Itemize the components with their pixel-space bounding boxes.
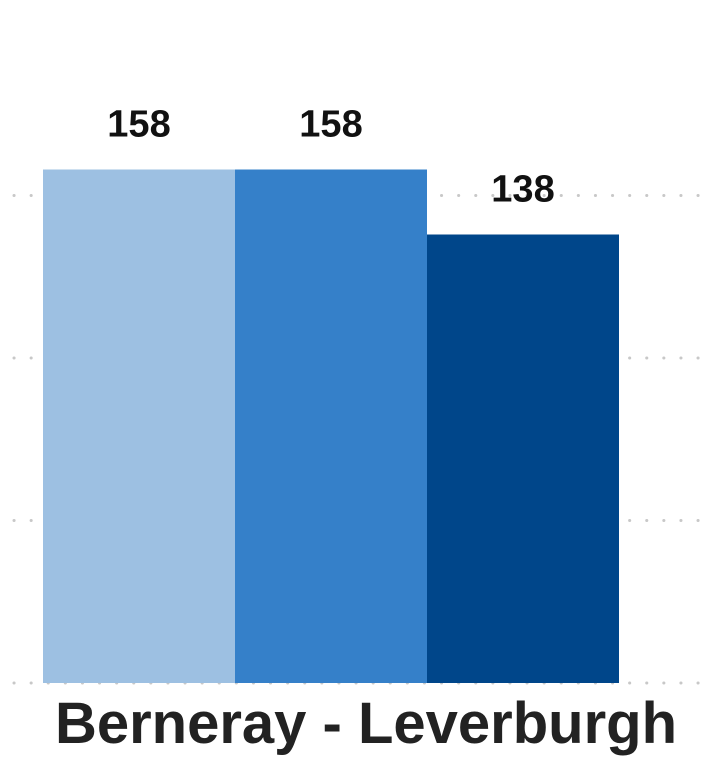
data-label-2: 158 [299,104,362,146]
bar-1 [43,169,235,683]
bar-2 [235,169,427,683]
data-label-1: 158 [107,104,170,146]
category-label-0: Berneray - Leverburgh [55,691,677,756]
category-axis: Berneray - Leverburgh [55,691,677,756]
bars [43,169,619,683]
bar-3 [427,234,619,683]
data-labels: 158 158 138 [107,104,554,211]
data-label-3: 138 [491,169,554,211]
